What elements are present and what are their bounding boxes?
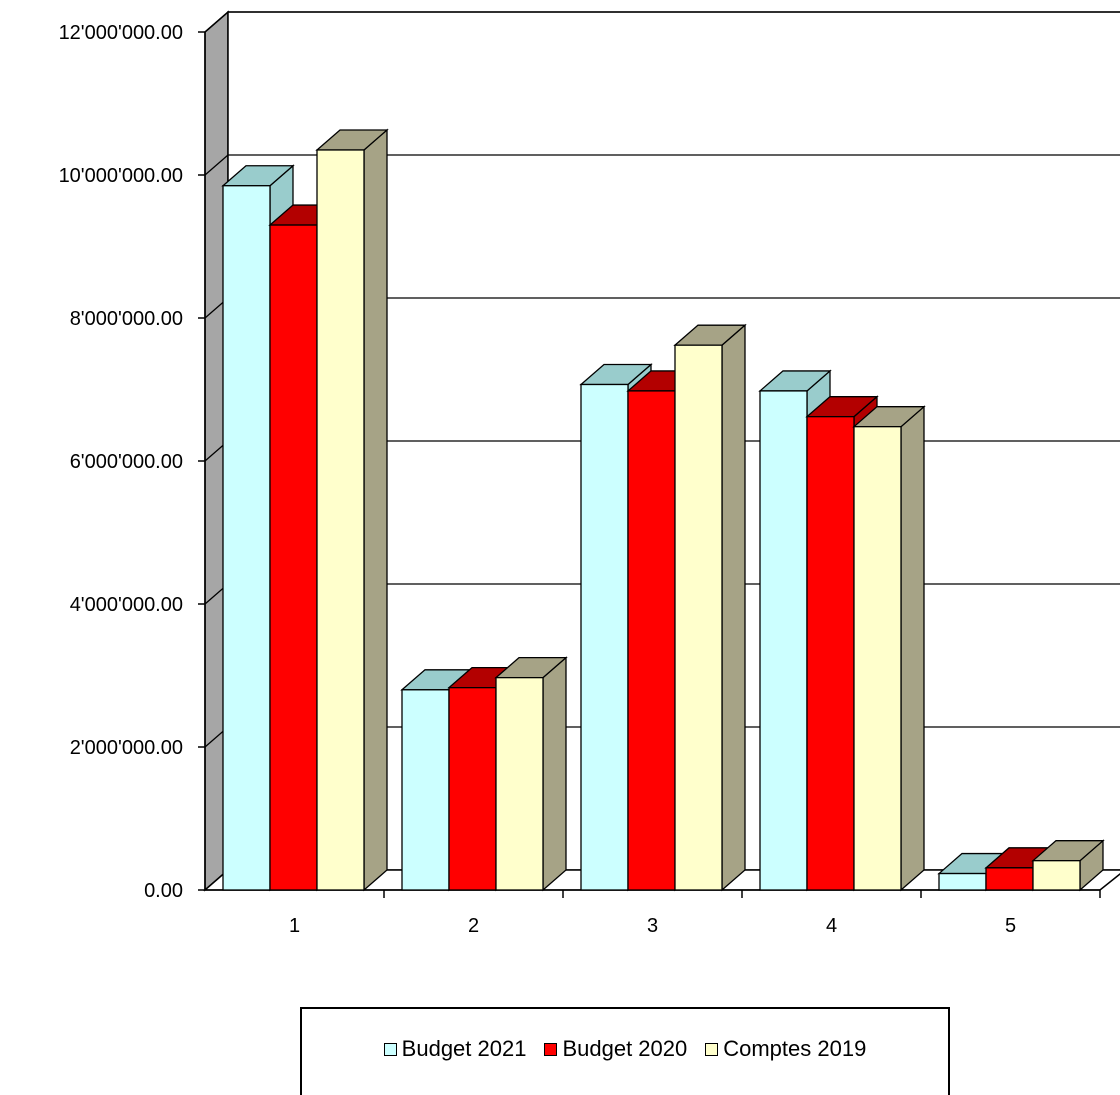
- bar-chart: 0.00 2'000'000.00 4'000'000.00 6'000'000.00…: [59, 10, 1120, 937]
- tick-labels: 0.00 2'000'000.00 4'000'000.00 6'000'000.00…: [59, 22, 1017, 937]
- legend: Budget 2021 Budget 2020 Comptes 2019: [300, 1007, 950, 1095]
- x-tick-label: 2: [468, 915, 479, 937]
- gridline: [204, 154, 1120, 176]
- bar-front: [1032, 860, 1081, 891]
- y-tick-label: 10'000'000.00: [59, 165, 183, 187]
- bar-front: [495, 676, 544, 891]
- bar-front: [985, 867, 1034, 891]
- bar-front: [269, 224, 318, 891]
- bars: [221, 128, 1105, 892]
- bar-side: [363, 128, 388, 892]
- x-tick-label: 3: [647, 915, 658, 937]
- legend-swatch-comptes-2019: [705, 1042, 719, 1056]
- bar-front: [853, 426, 902, 891]
- bar-comptes-2019-1: [315, 128, 389, 892]
- y-tick-label: 4'000'000.00: [70, 594, 183, 616]
- legend-item-comptes-2019: Comptes 2019: [705, 1036, 866, 1062]
- legend-item-budget-2020: Budget 2020: [544, 1036, 687, 1062]
- y-tick-label: 12'000'000.00: [59, 22, 183, 44]
- bar-front: [938, 872, 987, 891]
- legend-label-budget-2020: Budget 2020: [562, 1036, 688, 1061]
- legend-label-budget-2021: Budget 2021: [401, 1036, 527, 1061]
- legend-item-budget-2021: Budget 2021: [383, 1036, 527, 1062]
- y-tick-label: 2'000'000.00: [70, 737, 183, 759]
- bar-comptes-2019-5: [1031, 839, 1105, 892]
- bar-front: [222, 185, 271, 891]
- x-tick-label: 1: [289, 915, 300, 937]
- y-tick-label: 0.00: [144, 880, 183, 902]
- bar-comptes-2019-3: [673, 323, 747, 892]
- legend-label-comptes-2019: Comptes 2019: [723, 1036, 867, 1061]
- y-tick-label: 8'000'000.00: [70, 308, 183, 330]
- gridline: [204, 11, 1120, 33]
- bar-side: [542, 656, 567, 892]
- bar-front: [401, 689, 450, 891]
- bar-comptes-2019-2: [494, 656, 568, 892]
- bar-front: [316, 149, 365, 891]
- bar-front: [674, 344, 723, 891]
- bar-comptes-2019-4: [852, 405, 926, 892]
- bar-front: [448, 687, 497, 891]
- bar-front: [627, 390, 676, 891]
- y-tick-label: 6'000'000.00: [70, 451, 183, 473]
- x-tick-label: 5: [1005, 915, 1016, 937]
- bar-front: [759, 390, 808, 891]
- legend-swatch-budget-2021: [383, 1042, 397, 1056]
- bar-side: [900, 405, 925, 892]
- legend-swatch-budget-2020: [544, 1042, 558, 1056]
- bar-front: [580, 383, 629, 891]
- x-tick-label: 4: [826, 915, 837, 937]
- bar-side: [721, 323, 746, 892]
- bar-front: [806, 416, 855, 891]
